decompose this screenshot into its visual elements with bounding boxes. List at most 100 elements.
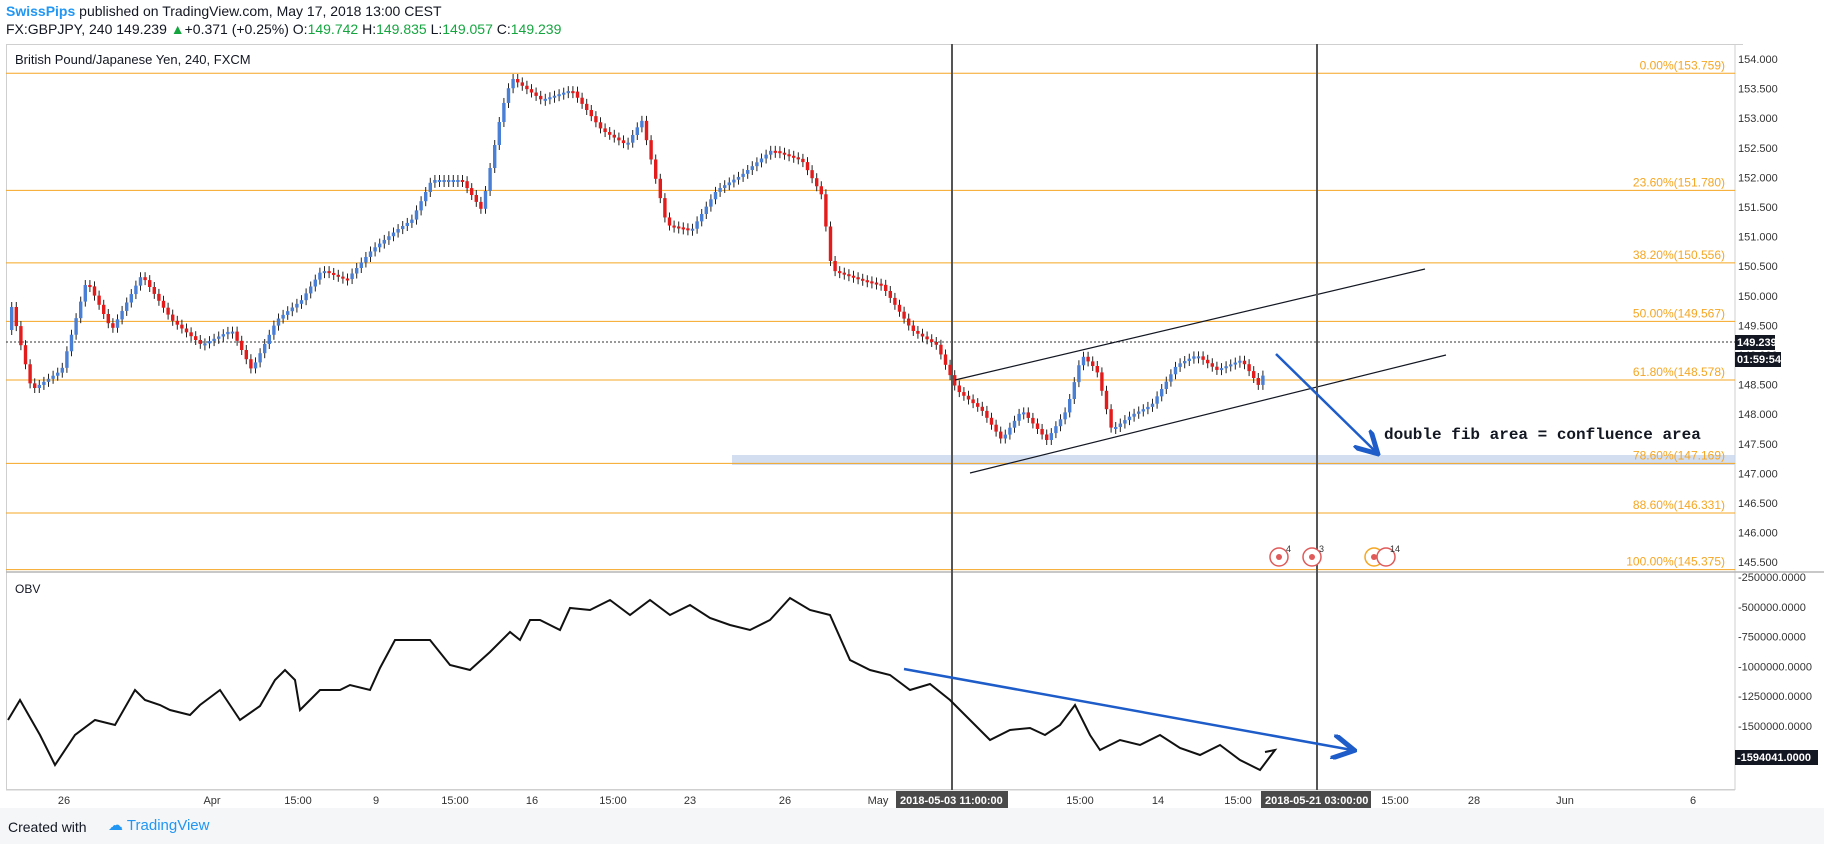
candle-body — [1201, 356, 1205, 360]
candle-body — [295, 303, 299, 308]
projection-arrow[interactable] — [1275, 353, 1376, 452]
candle-body — [1187, 358, 1191, 361]
candle-body — [520, 82, 524, 86]
open-label: O: — [292, 21, 308, 37]
obv-tick-label: -1000000.0000 — [1738, 661, 1812, 673]
candle-body — [1127, 416, 1132, 421]
candle-body — [957, 385, 961, 393]
candle-body — [28, 364, 32, 384]
confluence-zone[interactable] — [732, 455, 1735, 465]
candle-body — [534, 92, 538, 96]
candle-body — [502, 102, 506, 122]
obv-value-badge-text: -1594041.0000 — [1737, 752, 1811, 764]
candle-body — [525, 85, 529, 90]
time-tick-label: 14 — [1152, 795, 1164, 807]
channel-lower-line[interactable] — [969, 354, 1447, 474]
candle-body — [120, 310, 124, 320]
time-tick-label: 15:00 — [1381, 795, 1409, 807]
candle-body — [713, 191, 718, 200]
candle-body — [580, 97, 584, 104]
candle-body — [695, 221, 699, 229]
time-axis[interactable]: 26 Apr 15:00 9 15:00 16 15:00 23 26 May 15:00 14 15:… — [58, 795, 1696, 807]
candle-body — [184, 328, 189, 333]
candle-body — [212, 338, 216, 342]
candle-body — [203, 343, 207, 346]
candle-body — [658, 178, 662, 199]
candle-body — [497, 122, 501, 145]
event-marker-1-dot — [1276, 554, 1282, 560]
candle-body — [92, 286, 97, 296]
candle-body — [194, 336, 198, 340]
candle-body — [1072, 382, 1076, 399]
candle-body — [355, 268, 359, 274]
channel-upper-line[interactable] — [954, 268, 1426, 381]
candle-body — [897, 304, 902, 312]
candle-body — [746, 170, 750, 174]
candle-body — [60, 367, 64, 373]
footer: Created with ☁ TradingView — [0, 808, 1824, 844]
cloud-icon: ☁ — [108, 817, 123, 834]
candle-body — [907, 318, 911, 326]
candle-body — [649, 140, 653, 160]
candle-body — [1003, 434, 1007, 439]
high-label: H: — [362, 21, 377, 37]
confluence-annotation[interactable]: double fib area = confluence area — [1384, 426, 1701, 444]
candle-body — [842, 272, 846, 275]
author-link[interactable]: SwissPips — [6, 3, 76, 19]
event-marker-3-dot — [1371, 554, 1377, 560]
tradingview-logo-link[interactable]: ☁ TradingView — [108, 816, 209, 834]
candle-body — [608, 132, 612, 135]
candle-body — [1049, 433, 1053, 440]
candle-body — [138, 277, 143, 286]
price-tick-label: 152.000 — [1738, 172, 1778, 184]
candle-body — [1118, 423, 1122, 427]
candle-body — [865, 280, 869, 283]
time-tick-label: 15:00 — [441, 795, 469, 807]
price-tick-label: 147.000 — [1738, 468, 1778, 480]
candle-body — [217, 336, 221, 339]
price-chart[interactable]: 0.00%(153.759) 23.60%(151.780) 38.20%(150.… — [0, 0, 1824, 808]
obv-trend-arrow[interactable] — [903, 667, 1352, 750]
fib-level-label: 88.60%(146.331) — [1633, 498, 1725, 512]
candle-body — [1146, 406, 1150, 410]
obv-tick-label: -750000.0000 — [1738, 632, 1806, 644]
fib-retracement[interactable]: 0.00%(153.759) 23.60%(151.780) 38.20%(150.… — [6, 58, 1735, 571]
candle-body — [819, 186, 823, 195]
candle-body — [1206, 359, 1210, 364]
event-marker-1[interactable]: 4 — [1269, 544, 1291, 567]
candle-body — [971, 399, 975, 404]
candle-body — [727, 182, 731, 186]
candle-body — [1256, 378, 1260, 385]
candle-body — [83, 285, 87, 302]
candle-body — [253, 362, 258, 369]
candle-body — [1164, 381, 1168, 389]
countdown-badge-text: 01:59:54 — [1737, 354, 1782, 366]
flag-icon[interactable] — [1376, 547, 1396, 567]
candle-body — [1031, 417, 1035, 424]
event-marker-2[interactable]: 3 — [1302, 544, 1324, 567]
candle-body — [1008, 427, 1012, 435]
created-with-label: Created with — [8, 819, 87, 835]
price-tick-label: 151.500 — [1738, 202, 1778, 214]
obv-tick-label: -500000.0000 — [1738, 602, 1806, 614]
candle-body — [980, 406, 984, 411]
candle-body — [920, 333, 925, 337]
candle-body — [401, 226, 405, 230]
time-tick-label: 6 — [1690, 795, 1696, 807]
price-axis[interactable] — [1735, 45, 1824, 790]
candle-body — [1215, 366, 1219, 370]
candle-body — [511, 79, 515, 89]
candle-body — [856, 277, 860, 280]
candle-body — [1173, 366, 1178, 375]
candle-body — [516, 79, 520, 83]
event-marker-3[interactable]: 14 — [1364, 544, 1400, 567]
candle-body — [1063, 412, 1067, 420]
candle-body — [732, 179, 736, 183]
candle-body — [838, 271, 842, 274]
candle-body — [51, 375, 55, 379]
candle-body — [778, 151, 782, 154]
time-tick-label: 28 — [1468, 795, 1480, 807]
candle-body — [994, 424, 998, 432]
price-tick-label: 150.500 — [1738, 261, 1778, 273]
candle-body — [1233, 362, 1237, 365]
